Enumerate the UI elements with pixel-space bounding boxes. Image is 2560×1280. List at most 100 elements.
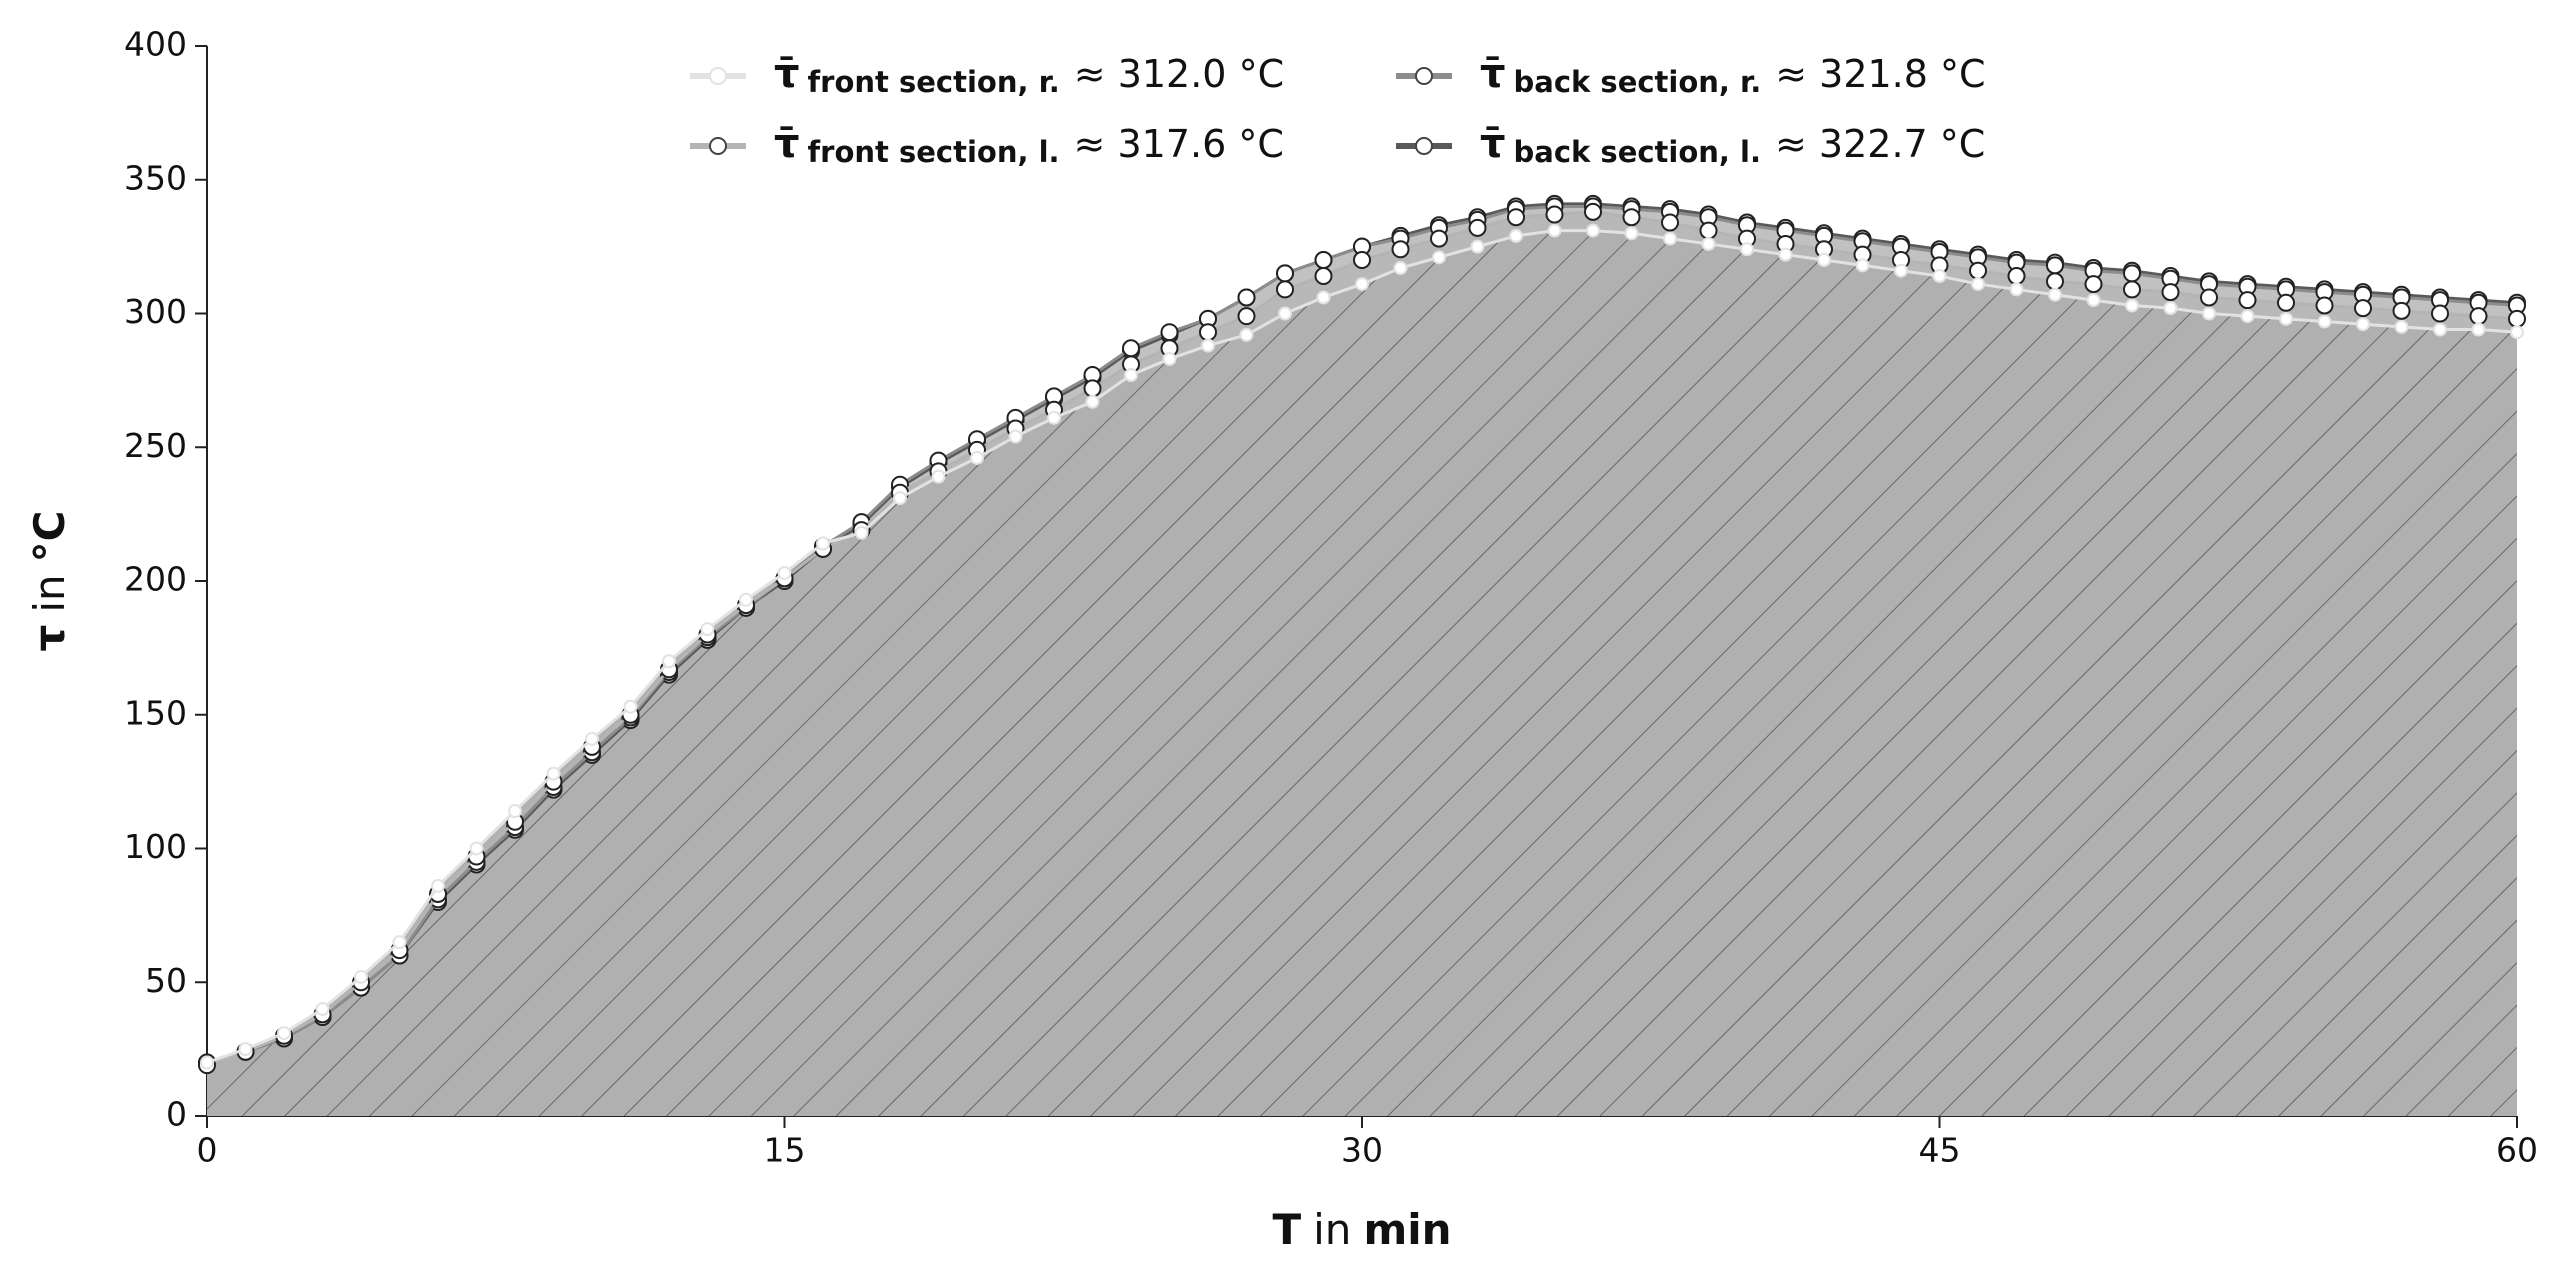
marker: [2007, 267, 2026, 286]
legend-label: τ̄ back section, l. ≈ 322.7 °C: [1480, 121, 1985, 169]
legend-marker: [1415, 137, 1433, 155]
marker: [1468, 218, 1487, 237]
y-tick-label: 100: [124, 827, 187, 866]
y-label-word: in: [25, 574, 74, 612]
marker: [2084, 275, 2103, 294]
marker: [2161, 283, 2180, 302]
marker: [1278, 306, 1292, 321]
marker: [2200, 288, 2218, 307]
x-tick-label: 45: [1919, 1131, 1961, 1170]
marker: [1545, 205, 1564, 224]
marker: [2240, 309, 2255, 324]
marker: [1237, 307, 1256, 326]
marker: [2279, 311, 2293, 326]
x-label-unit: min: [1363, 1205, 1451, 1254]
marker: [2394, 319, 2409, 334]
y-tick-label: 250: [124, 426, 187, 465]
y-tick-label: 200: [124, 560, 187, 599]
marker: [1932, 269, 1947, 284]
x-tick-label: 60: [2496, 1131, 2538, 1170]
y-tick-label: 0: [166, 1095, 187, 1134]
marker: [1778, 247, 1793, 262]
marker: [2433, 322, 2447, 337]
marker: [2277, 293, 2295, 312]
marker: [2469, 307, 2488, 326]
y-label-symbol: τ: [25, 625, 74, 652]
marker: [1586, 223, 1600, 238]
y-tick-label: 150: [124, 693, 187, 732]
legend-label: τ̄ back section, r. ≈ 321.8 °C: [1480, 51, 1986, 99]
marker: [2354, 299, 2372, 318]
y-axis-label: τ in °C: [25, 511, 74, 652]
marker: [1316, 290, 1331, 305]
marker: [2508, 309, 2526, 328]
marker: [2471, 322, 2486, 337]
marker: [1355, 277, 1369, 292]
marker: [662, 654, 676, 669]
marker: [1470, 239, 1485, 254]
marker: [354, 969, 368, 984]
marker: [1391, 240, 1410, 259]
x-tick-label: 30: [1341, 1131, 1383, 1170]
marker: [1507, 208, 1525, 227]
marker: [469, 841, 484, 856]
legend-symbol: τ̄: [774, 51, 800, 97]
marker: [1584, 202, 1602, 221]
marker: [1661, 213, 1679, 232]
marker: [1855, 258, 1870, 273]
marker: [1817, 253, 1831, 267]
marker: [2431, 304, 2449, 323]
y-label-unit: °C: [25, 511, 74, 563]
marker: [1969, 261, 1987, 280]
marker: [1083, 379, 1102, 398]
marker: [2009, 282, 2024, 297]
marker: [2125, 298, 2139, 313]
marker: [392, 935, 407, 950]
marker: [700, 622, 715, 637]
marker: [546, 766, 561, 781]
marker: [931, 469, 946, 484]
marker: [1624, 226, 1639, 241]
marker: [1239, 327, 1254, 342]
marker: [2238, 291, 2257, 310]
x-tick-label: 0: [197, 1131, 218, 1170]
marker: [1201, 338, 1215, 353]
marker: [970, 450, 984, 465]
legend-mean: ≈ 312.0 °C: [1074, 52, 1284, 96]
x-label-symbol: T: [1272, 1205, 1301, 1254]
marker: [1314, 251, 1333, 269]
marker: [585, 731, 599, 746]
marker: [2317, 314, 2332, 329]
marker: [200, 1055, 214, 1070]
marker: [1199, 323, 1217, 342]
legend-mean: ≈ 317.6 °C: [1074, 122, 1284, 166]
legend-marker: [709, 137, 727, 155]
legend-mean: ≈ 322.7 °C: [1775, 122, 1985, 166]
legend-marker: [1415, 67, 1433, 85]
marker: [1509, 228, 1523, 243]
x-label-word: in: [1313, 1205, 1351, 1254]
y-tick-label: 300: [124, 292, 187, 331]
marker: [2202, 306, 2216, 321]
marker: [2048, 287, 2062, 302]
legend-symbol: τ̄: [774, 121, 800, 167]
marker: [1432, 250, 1446, 265]
legend-mean: ≈ 321.8 °C: [1775, 52, 1985, 96]
marker: [1740, 242, 1754, 257]
marker: [1622, 208, 1641, 227]
marker: [1276, 280, 1294, 299]
marker: [2046, 256, 2064, 275]
marker: [739, 592, 753, 607]
marker: [2315, 296, 2334, 315]
y-tick-label: 400: [124, 25, 187, 64]
marker: [1547, 223, 1562, 238]
marker: [2123, 280, 2141, 299]
marker: [1162, 351, 1177, 366]
y-tick-label: 350: [124, 158, 187, 197]
marker: [238, 1042, 253, 1057]
marker: [1894, 263, 1908, 278]
marker: [854, 525, 869, 540]
marker: [315, 1002, 330, 1016]
